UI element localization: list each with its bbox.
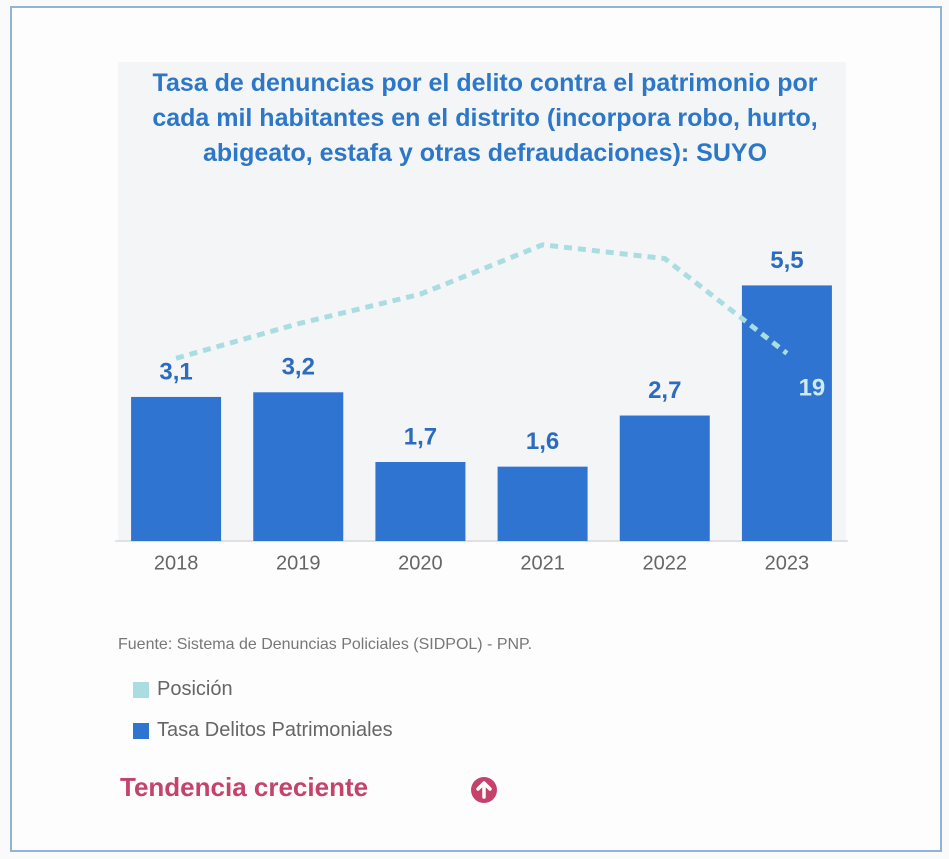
legend-item: Tasa Delitos Patrimoniales xyxy=(133,719,393,742)
bar xyxy=(741,285,832,541)
legend-item: Posición xyxy=(133,678,233,701)
data-label: 3,1 xyxy=(159,358,192,385)
bar xyxy=(131,396,222,541)
data-label: 5,5 xyxy=(770,247,803,274)
x-tick-label: 2019 xyxy=(276,552,321,574)
data-label: 1,6 xyxy=(526,428,559,455)
data-label: 3,2 xyxy=(282,354,315,381)
data-label: 1,7 xyxy=(404,423,437,450)
x-tick-label: 2022 xyxy=(643,552,688,574)
data-label: 2,7 xyxy=(648,377,681,404)
x-tick-label: 2023 xyxy=(765,552,810,574)
line xyxy=(175,242,789,361)
chart-title: Tasa de denuncias por el delito contra e… xyxy=(152,69,818,167)
bar xyxy=(619,415,710,541)
trend: Tendencia creciente xyxy=(120,772,369,802)
source: Fuente: Sistema de Denuncias Policiales … xyxy=(118,636,533,653)
legend-label: Tasa Delitos Patrimoniales xyxy=(157,719,393,741)
legend-label: Posición xyxy=(157,678,233,700)
legend-swatch xyxy=(133,722,149,739)
x-tick-label: 2018 xyxy=(154,552,199,574)
x-tick-label: 2021 xyxy=(520,552,565,574)
trend-icon xyxy=(471,777,497,803)
legend-swatch xyxy=(133,681,149,698)
data-label: 19 xyxy=(799,375,826,402)
bar xyxy=(497,466,588,541)
bar xyxy=(253,392,344,541)
bar xyxy=(375,462,466,541)
x-tick-label: 2020 xyxy=(398,552,443,574)
